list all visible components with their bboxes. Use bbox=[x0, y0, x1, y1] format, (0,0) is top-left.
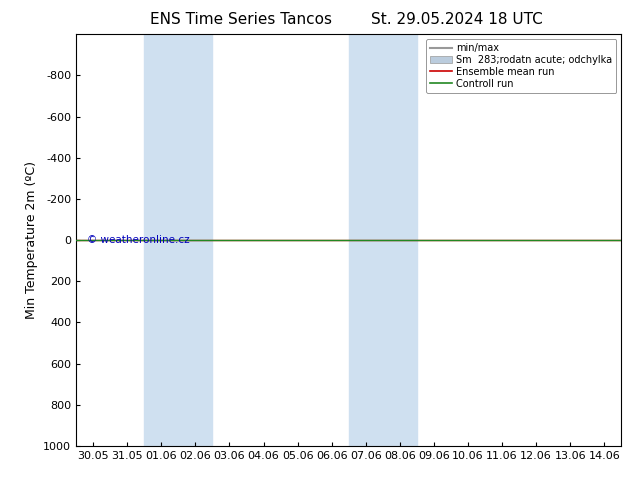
Bar bbox=[349, 34, 417, 446]
Legend: min/max, Sm  283;rodatn acute; odchylka, Ensemble mean run, Controll run: min/max, Sm 283;rodatn acute; odchylka, … bbox=[426, 39, 616, 93]
Text: St. 29.05.2024 18 UTC: St. 29.05.2024 18 UTC bbox=[371, 12, 542, 27]
Bar bbox=[144, 34, 212, 446]
Y-axis label: Min Temperature 2m (ºC): Min Temperature 2m (ºC) bbox=[25, 161, 37, 319]
Text: © weatheronline.cz: © weatheronline.cz bbox=[87, 235, 190, 245]
Text: ENS Time Series Tancos: ENS Time Series Tancos bbox=[150, 12, 332, 27]
